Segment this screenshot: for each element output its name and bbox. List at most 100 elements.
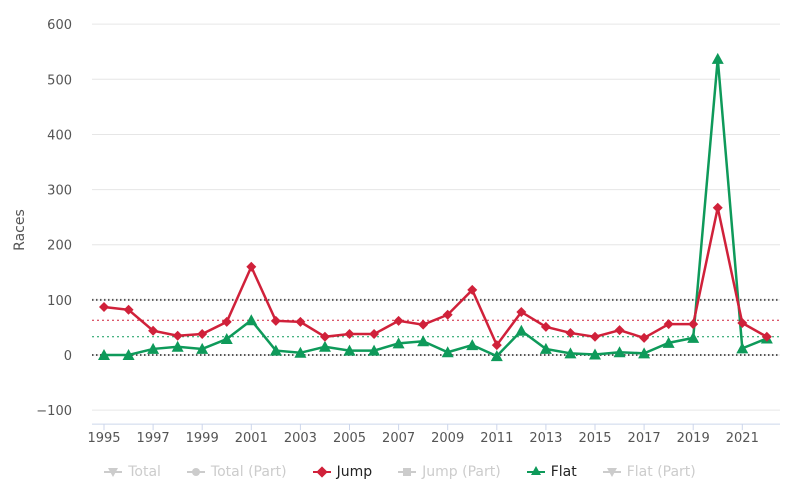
jump-point — [344, 329, 355, 340]
jump-point — [467, 284, 478, 295]
legend-label: Flat (Part) — [626, 464, 696, 480]
jump-point — [688, 319, 699, 330]
x-tick-label: 2009 — [431, 431, 464, 446]
flat-point — [392, 337, 405, 349]
x-tick-label: 2005 — [333, 431, 366, 446]
jump-point — [590, 331, 600, 342]
jump-point — [737, 318, 748, 329]
flat-point — [638, 347, 651, 359]
flat-point — [515, 324, 528, 336]
flat-point — [147, 342, 160, 354]
jump-point — [442, 309, 453, 320]
jump-point — [148, 325, 159, 336]
x-tick-label: 2021 — [726, 431, 759, 446]
y-tick-label: 200 — [47, 239, 72, 254]
flat-point — [564, 347, 577, 359]
legend-item-flat-part[interactable]: Flat (Part) — [602, 464, 696, 480]
flat-point — [294, 346, 307, 358]
diamond-icon — [312, 466, 331, 478]
jump-point — [491, 340, 502, 351]
flat-point — [171, 340, 184, 352]
legend-item-flat[interactable]: Flat — [526, 464, 577, 480]
legend-label: Flat — [550, 464, 577, 480]
y-tick-label: 500 — [47, 73, 72, 88]
jump-point — [369, 329, 380, 340]
flat-point — [711, 52, 724, 64]
legend-item-jump[interactable]: Jump — [312, 464, 373, 480]
flat-point — [368, 344, 381, 356]
jump-point — [246, 261, 257, 272]
flat-point — [245, 314, 258, 326]
x-tick-label: 2019 — [677, 431, 710, 446]
jump-point — [565, 327, 576, 338]
legend-item-total-part[interactable]: Total (Part) — [186, 464, 287, 480]
jump-point — [418, 319, 429, 330]
x-tick-label: 2011 — [480, 431, 513, 446]
flat-point — [589, 348, 601, 360]
jump-point — [123, 304, 134, 315]
flat-point — [441, 346, 454, 358]
flat-point — [490, 350, 503, 362]
x-tick-label: 2015 — [578, 431, 611, 446]
jump-point — [540, 321, 551, 332]
triangle-icon — [526, 466, 545, 478]
x-tick-label: 2013 — [529, 431, 562, 446]
jump-point — [221, 316, 232, 327]
jump-point — [516, 306, 527, 317]
jump-point — [319, 331, 330, 342]
x-tick-label: 1995 — [87, 431, 120, 446]
flat-point — [539, 342, 552, 354]
legend-item-total[interactable]: Total — [104, 464, 161, 480]
y-tick-label: 100 — [47, 294, 72, 309]
jump-point — [295, 316, 306, 327]
flat-point — [98, 349, 110, 360]
x-tick-label: 2007 — [382, 431, 415, 446]
x-tick-label: 2017 — [628, 431, 661, 446]
legend-item-jump-part[interactable]: Jump (Part) — [398, 464, 501, 480]
triangle-down-icon — [104, 466, 123, 478]
jump-point — [639, 332, 650, 343]
flat-point — [687, 331, 700, 343]
flat-point — [343, 344, 356, 356]
x-tick-label: 1997 — [137, 431, 170, 446]
legend-label: Total (Part) — [210, 464, 287, 480]
flat-point — [269, 344, 282, 356]
jump-point — [614, 325, 625, 336]
flat-point — [613, 346, 626, 358]
line-chart: 600 500 400 300 200 100 0 −100 1995 1997 1999 2001 2… — [12, 18, 780, 446]
flat-point — [318, 340, 331, 352]
x-tick-label: 1999 — [186, 431, 219, 446]
x-tick-label: 2001 — [235, 431, 268, 446]
flat-point — [122, 349, 135, 360]
y-tick-label: 0 — [64, 349, 72, 364]
jump-point — [393, 315, 404, 326]
legend: Total Total (Part) Jump Jump (Part) Flat Flat… — [0, 464, 800, 480]
circle-icon — [186, 466, 205, 478]
jump-point — [99, 302, 109, 313]
flat-point — [662, 336, 675, 348]
y-tick-label: 600 — [47, 18, 72, 33]
legend-label: Jump (Part) — [422, 464, 501, 480]
jump-series-line — [103, 207, 768, 348]
legend-label: Jump — [336, 464, 373, 480]
y-tick-label: 400 — [47, 128, 72, 143]
triangle-down-icon — [602, 466, 621, 478]
y-tick-label: −100 — [36, 404, 72, 419]
jump-point — [761, 331, 772, 342]
legend-label: Total — [128, 464, 161, 480]
x-tick-label: 2003 — [284, 431, 317, 446]
jump-point — [663, 319, 674, 330]
flat-point — [736, 342, 749, 354]
flat-point — [417, 335, 430, 347]
jump-point — [172, 330, 183, 341]
jump-point — [712, 202, 723, 213]
jump-point — [197, 329, 208, 340]
flat-point — [196, 342, 209, 354]
y-axis-title: Races — [12, 209, 28, 251]
flat-series-line — [104, 58, 768, 358]
flat-point — [466, 339, 479, 351]
jump-point — [270, 315, 281, 326]
y-tick-label: 300 — [47, 184, 72, 199]
square-icon — [398, 466, 417, 478]
